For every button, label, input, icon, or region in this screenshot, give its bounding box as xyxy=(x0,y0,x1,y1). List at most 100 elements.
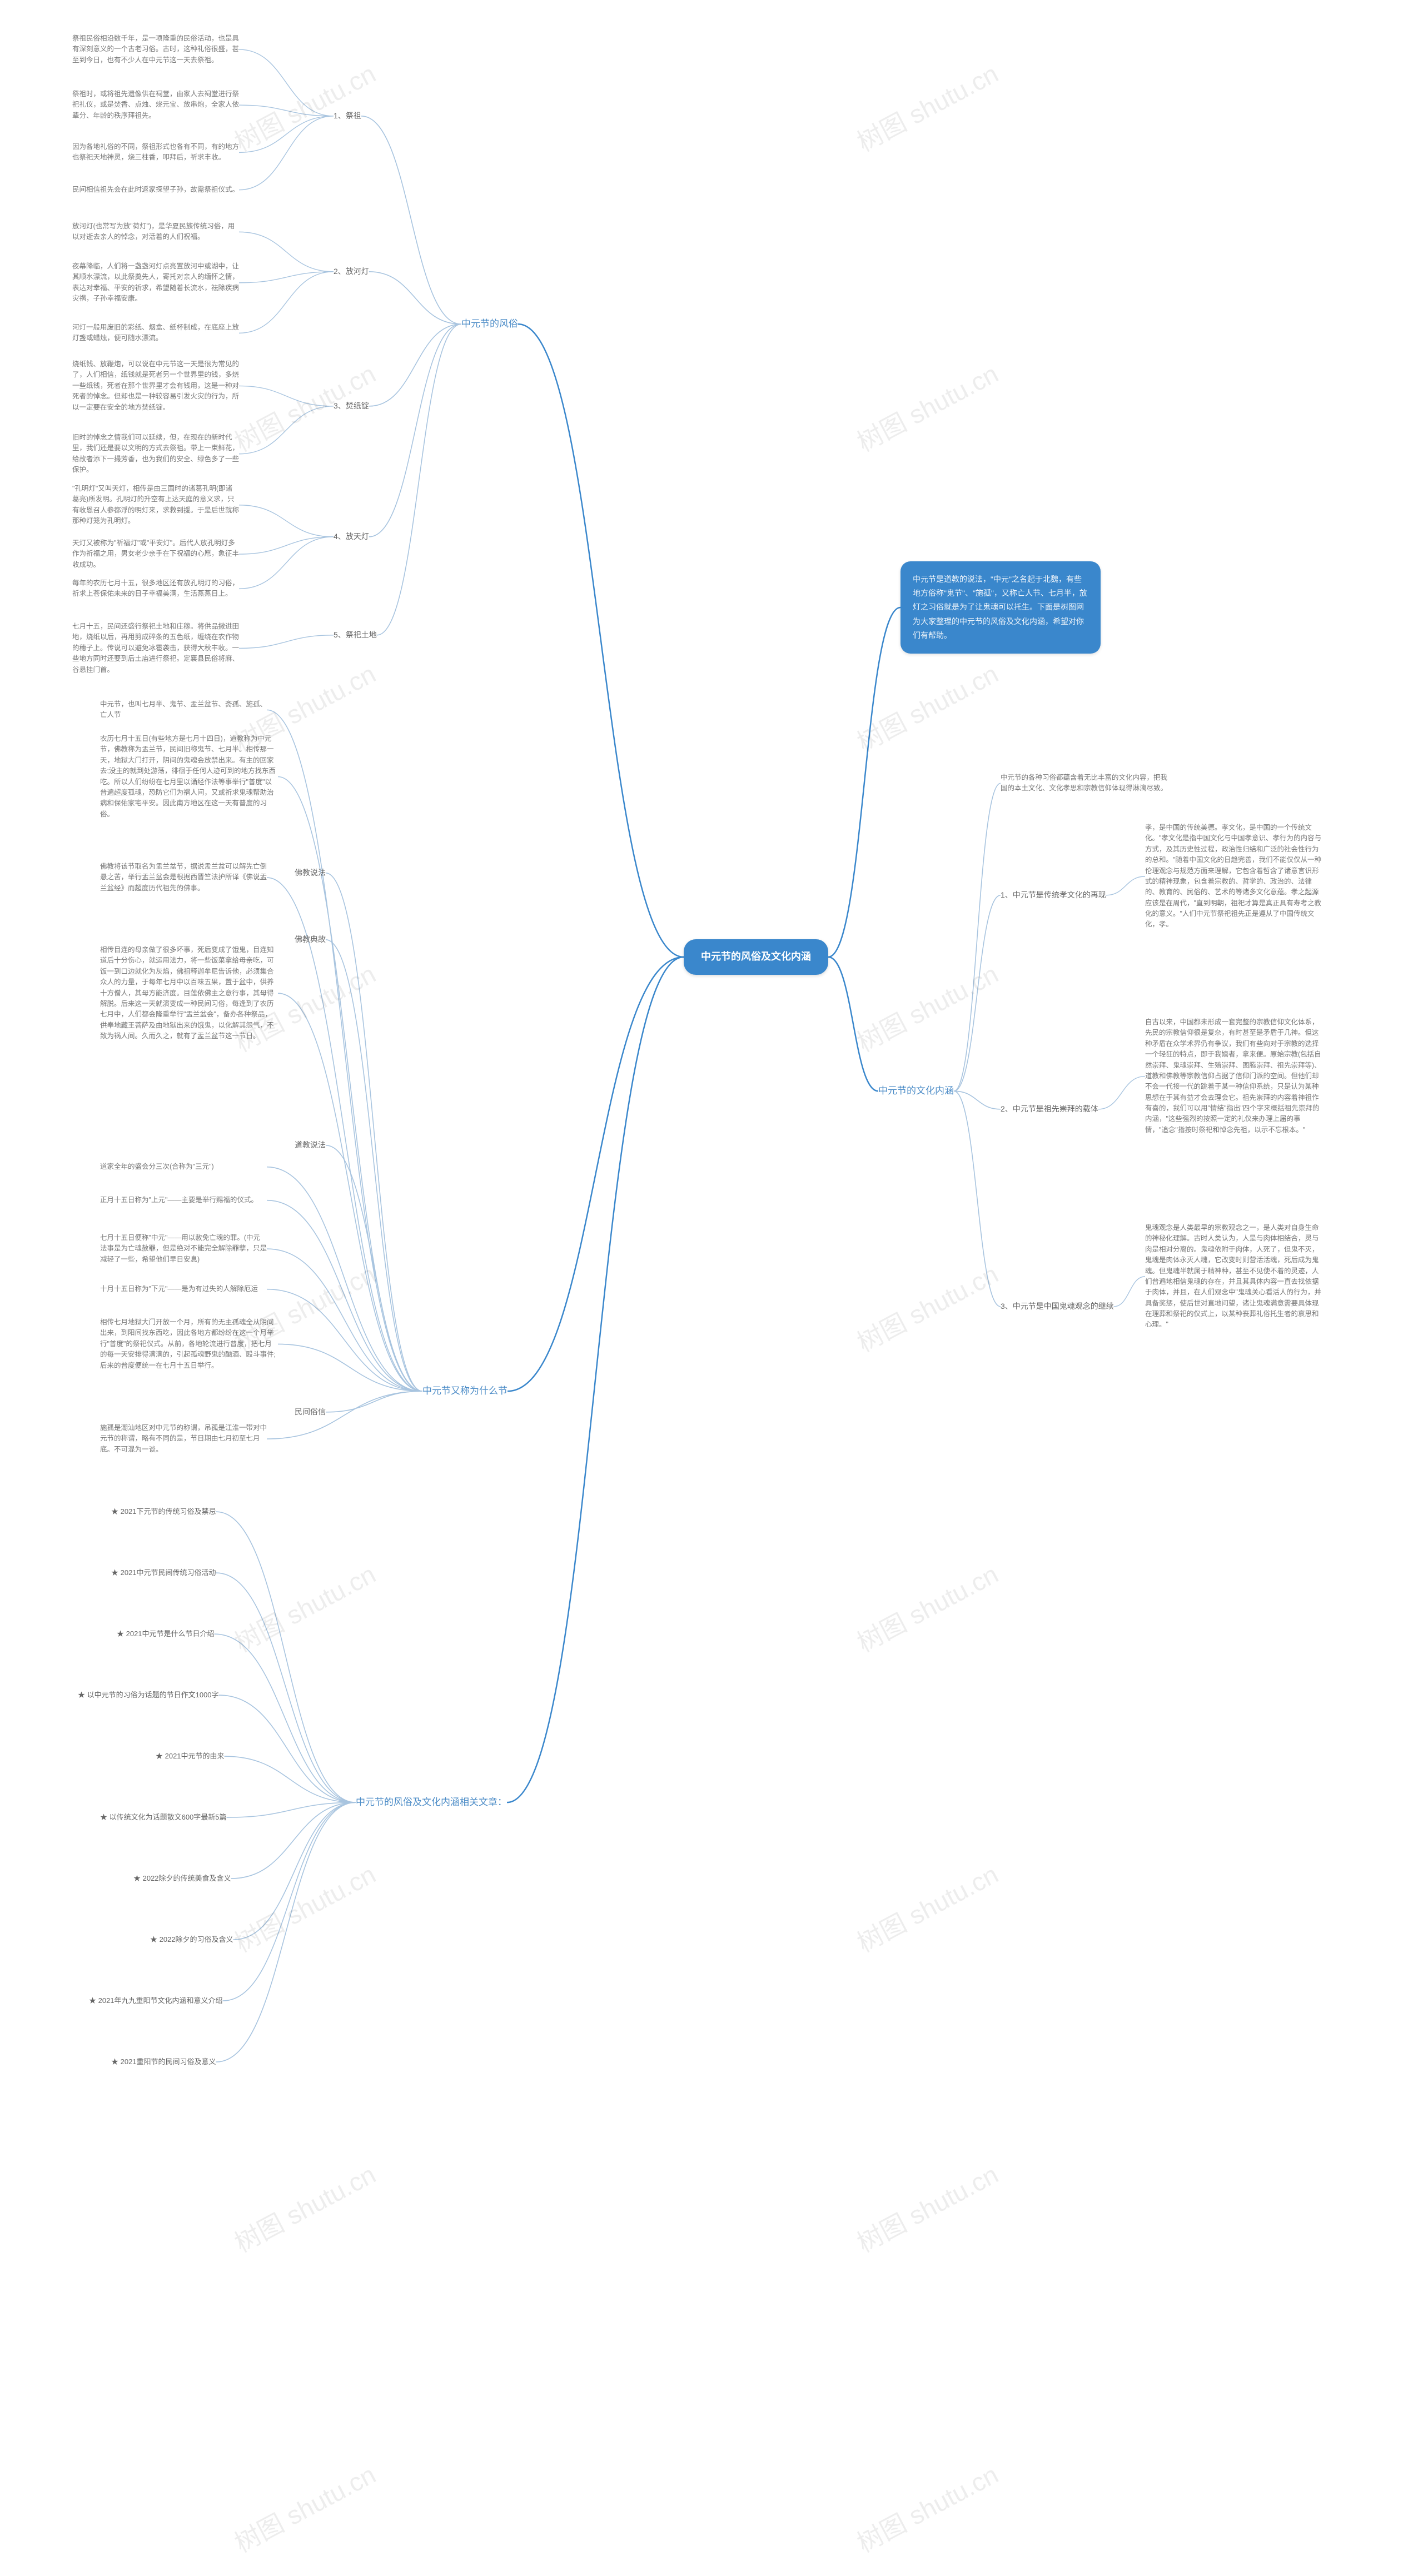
node-b3l5: ★ 2021中元节的由来 xyxy=(156,1751,225,1762)
node-b1s1l1: 祭祖民俗相沿数千年，是一项隆重的民俗活动，也是具有深刻意义的一个古老习俗。古时，… xyxy=(72,33,239,66)
node-b2l3: 佛教将该节取名为盂兰盆节，据说盂兰盆可以解先亡倒悬之苦，举行盂兰盆会是根据西晋竺… xyxy=(100,861,267,894)
edge xyxy=(231,1802,356,1879)
edge xyxy=(239,537,334,589)
node-b2l1: 中元节，也叫七月半、鬼节、盂兰盆节、斋孤、施孤、亡人节 xyxy=(100,699,267,721)
edge xyxy=(219,1695,356,1802)
node-b3l3: ★ 2021中元节是什么节日介绍 xyxy=(117,1628,215,1640)
node-b1s2: 2、放河灯 xyxy=(334,266,369,278)
edge xyxy=(216,1802,356,2062)
edge xyxy=(239,116,334,153)
watermark: 树图 shutu.cn xyxy=(227,2155,381,2260)
node-b3l8: ★ 2022除夕的习俗及含义 xyxy=(150,1934,233,1945)
edge xyxy=(227,1802,356,1817)
edge xyxy=(239,406,334,454)
node-b3l2: ★ 2021中元节民间传统习俗活动 xyxy=(111,1567,216,1578)
node-b2s4: 民间俗信 xyxy=(295,1406,326,1418)
node-b1s1: 1、祭祖 xyxy=(334,110,361,122)
edge xyxy=(267,1289,422,1391)
node-b1s1l2: 祭祖时，或将祖先遗像供在祠堂，由家人去祠堂进行祭祀礼仪，或是焚香、点烛、烧元宝、… xyxy=(72,89,239,121)
node-b3l1: ★ 2021下元节的传统习俗及禁忌 xyxy=(111,1506,216,1517)
edge xyxy=(369,272,461,324)
node-b3l4: ★ 以中元节的习俗为话题的节日作文1000字 xyxy=(78,1690,219,1701)
watermark: 树图 shutu.cn xyxy=(850,2455,1004,2560)
node-b1s1l3: 因为各地礼俗的不同，祭祖形式也各有不同，有的地方也祭祀天地神灵，烧三柱香，叩拜后… xyxy=(72,142,239,163)
edge xyxy=(267,1167,422,1391)
node-c0: 中元节的风俗及文化内涵 xyxy=(684,939,828,975)
node-b3l6: ★ 以传统文化为话题散文600字最新5篇 xyxy=(100,1812,227,1823)
node-b4s2l1: 自古以来，中国都未形成一套完整的宗教信仰文化体系，先民的宗教信仰很是复杂，有时甚… xyxy=(1145,1017,1323,1135)
node-b1s1l4: 民间相信祖先会在此时返家探望子孙，故需祭祖仪式。 xyxy=(72,185,239,195)
watermark: 树图 shutu.cn xyxy=(850,54,1004,159)
edge xyxy=(828,607,900,957)
edge xyxy=(954,1091,1001,1307)
node-b4s1: 1、中元节是传统孝文化的再现 xyxy=(1001,889,1106,901)
watermark: 树图 shutu.cn xyxy=(227,1554,381,1660)
watermark: 树图 shutu.cn xyxy=(850,1855,1004,1960)
node-b1s4l1: "孔明灯"又叫天灯，相传是由三国时的诸葛孔明(即诸葛亮)所发明。孔明灯的升空有上… xyxy=(72,484,239,527)
edge xyxy=(215,1634,356,1802)
node-b1s3l2: 旧时的悼念之情我们可以延续，但，在现在的新时代里，我们还是要以文明的方式去祭祖。… xyxy=(72,432,239,476)
watermark: 树图 shutu.cn xyxy=(850,354,1004,459)
edge xyxy=(507,957,684,1802)
edge xyxy=(216,1512,356,1802)
node-b2l10: 施孤是潮汕地区对中元节的称谓，吊孤是江淮一带对中元节的称谓，略有不同的是，节日期… xyxy=(100,1423,267,1455)
edge xyxy=(239,635,334,649)
node-b1: 中元节的风俗 xyxy=(461,317,518,331)
edge xyxy=(239,537,334,554)
edge xyxy=(223,1802,356,2001)
edge xyxy=(369,324,461,406)
node-b1s4l3: 每年的农历七月十五，很多地区还有放孔明灯的习俗，祈求上苍保佑未来的日子幸福美满，… xyxy=(72,578,239,600)
node-b1s2l2: 夜幕降临，人们将一盏盏河灯点亮置放河中或湖中，让其顺水漂流，以此祭奠先人，寄托对… xyxy=(72,261,239,305)
node-b3l10: ★ 2021重阳节的民间习俗及意义 xyxy=(111,2056,216,2067)
edge xyxy=(267,710,422,1391)
watermark: 树图 shutu.cn xyxy=(850,2155,1004,2260)
edge xyxy=(326,1391,422,1412)
edge xyxy=(267,1200,422,1391)
node-b2l6: 正月十五日称为"上元"——主要是举行赐福的仪式。 xyxy=(100,1195,267,1205)
edge xyxy=(326,1145,422,1391)
node-b2l4: 相传目连的母亲做了很多坏事，死后变成了饿鬼，目连知道后十分伤心，就运用法力，将一… xyxy=(100,945,278,1042)
edge xyxy=(369,324,461,537)
node-b2l7: 七月十五日便称"中元"——用以赦免亡魂的罪。(中元法事是为亡魂赦罪，但是绝对不能… xyxy=(100,1233,267,1265)
edge xyxy=(267,1249,422,1391)
watermark: 树图 shutu.cn xyxy=(850,1254,1004,1359)
node-b3: 中元节的风俗及文化内涵相关文章： xyxy=(356,1795,507,1810)
edge xyxy=(518,324,684,957)
node-b1s4l2: 天灯又被称为"祈福灯"或"平安灯"。后代人放孔明灯多作为祈福之用，男女老少亲手在… xyxy=(72,538,239,570)
edge xyxy=(377,324,461,635)
node-b2l9: 相传七月地狱大门开放一个月，所有的无主孤魂全从阴间出来，到阳间找东西吃，因此各地… xyxy=(100,1317,278,1371)
edge xyxy=(954,783,1001,1091)
node-b4l0: 中元节的各种习俗都蕴含着无比丰富的文化内容，把我国的本土文化、文化孝思和宗教信仰… xyxy=(1001,773,1167,794)
watermark: 树图 shutu.cn xyxy=(227,54,381,159)
edge xyxy=(267,1391,422,1439)
edge xyxy=(326,873,422,1391)
edge xyxy=(954,895,1001,1091)
edge xyxy=(239,272,334,333)
watermark: 树图 shutu.cn xyxy=(850,954,1004,1059)
node-b4: 中元节的文化内涵 xyxy=(878,1084,954,1098)
watermark: 树图 shutu.cn xyxy=(850,654,1004,759)
node-intro: 中元节是道教的说法，"中元"之名起于北魏，有些地方俗称"鬼节"、"施孤"，又称亡… xyxy=(900,561,1101,654)
node-b1s5: 5、祭祀土地 xyxy=(334,629,377,641)
edge xyxy=(1098,1077,1145,1109)
watermark: 树图 shutu.cn xyxy=(227,1855,381,1960)
node-b2l2: 农历七月十五日(有些地方是七月十四日)，道教称为中元节，佛教称为盂兰节，民间旧称… xyxy=(100,734,278,820)
node-b2s3: 道教说法 xyxy=(295,1139,326,1152)
node-b1s2l3: 河灯一般用废旧的彩纸、烟盒、纸杯制成，在底座上放灯盏或蜡烛，便可随水漂流。 xyxy=(72,322,239,344)
edge xyxy=(1114,1277,1145,1307)
node-b2: 中元节又称为什么节 xyxy=(422,1384,507,1398)
edge xyxy=(1106,876,1145,895)
edge xyxy=(239,386,334,406)
node-b2l8: 十月十五日称为"下元"——是为有过失的人解除厄运 xyxy=(100,1284,267,1294)
edge xyxy=(239,116,334,190)
edge xyxy=(278,993,422,1391)
node-b2l5: 道家全年的盛会分三次(合称为"三元") xyxy=(100,1162,267,1172)
edge xyxy=(326,940,422,1391)
node-b1s3: 3、焚纸锭 xyxy=(334,400,369,412)
edge xyxy=(239,272,334,283)
edge xyxy=(278,1344,422,1391)
node-b1s3l1: 烧纸钱、放鞭炮，可以说在中元节这一天是很为常见的了，人们相信，纸钱就是死者另一个… xyxy=(72,359,239,413)
node-b1s5l1: 七月十五，民间还盛行祭祀土地和庄稼。将供品撒进田地，烧纸以后，再用剪成碎条的五色… xyxy=(72,621,239,675)
edge xyxy=(239,49,334,116)
edge xyxy=(225,1756,356,1802)
